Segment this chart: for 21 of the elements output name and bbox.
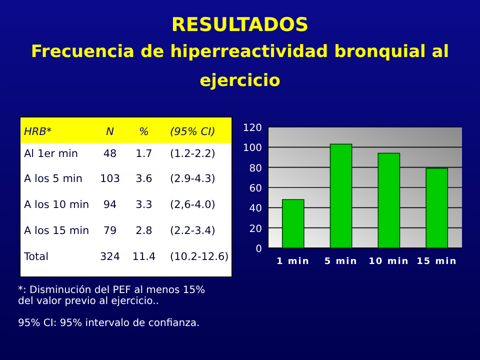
y-tick-label: 100	[242, 143, 262, 154]
bar	[282, 199, 304, 248]
y-tick-label: 120	[242, 123, 262, 134]
x-tick-label: 10 min	[368, 257, 410, 267]
y-tick-label: 0	[256, 244, 262, 255]
y-tick-label: 20	[249, 224, 262, 235]
y-tick-label: 40	[249, 204, 262, 215]
chart-title: RESULTADOS	[171, 14, 309, 36]
text: *: Disminución del PEF al menos 15%	[18, 285, 206, 296]
bar	[378, 152, 400, 248]
x-tick-label: 5 min	[324, 257, 358, 267]
text: 95% CI: 95% intervalo de confianza.	[18, 318, 200, 329]
x-tick-label: 1 min	[276, 257, 310, 267]
bar	[330, 144, 352, 248]
y-tick-label: 60	[249, 184, 262, 194]
chart-subtitle: Frecuencia de hiperreactividad bronquial al ejercicio	[30, 42, 450, 91]
x-tick-label: 15 min	[416, 257, 458, 267]
text: del valor previo al ejercicio..	[18, 296, 159, 307]
data-table: HRB* N % (95% CI) Al 1er min 48 1.7 (1.2-2.2) A los 5 min 103 3.6 (2.9-4.3) A los 10 min 94 3.3 (2,6-4.0) A los 15 min 79 2.8 (2.2-3.4) Total 324 11.4 (10.2-12.6)	[20, 116, 232, 278]
bar	[426, 168, 448, 248]
y-tick-label: 80	[249, 163, 262, 174]
